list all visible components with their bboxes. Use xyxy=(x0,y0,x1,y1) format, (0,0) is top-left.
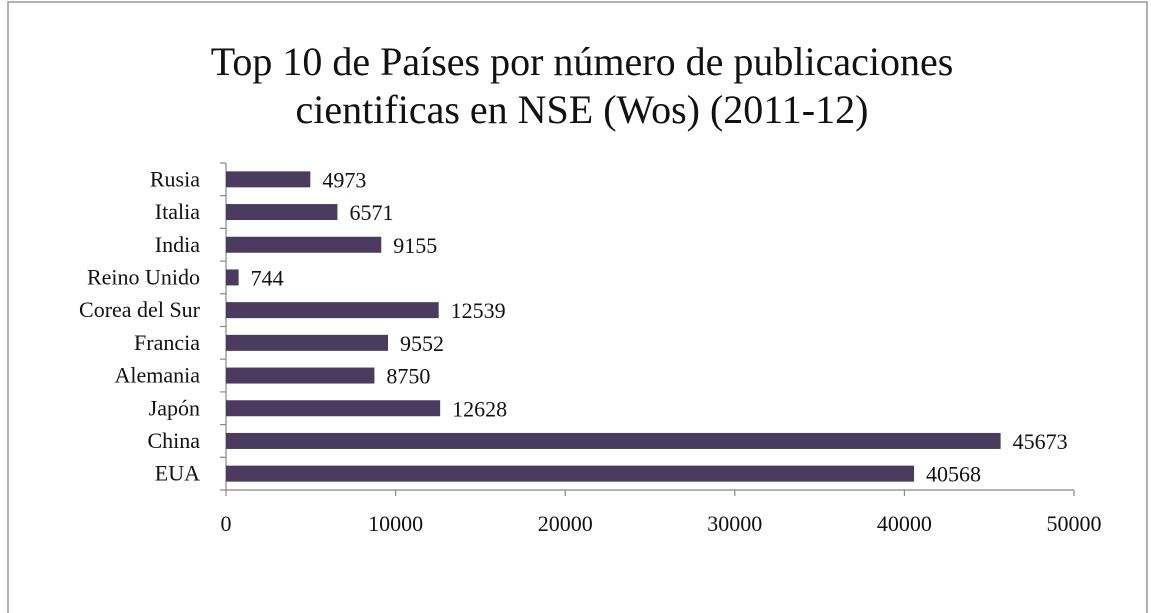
y-tick-label: Alemania xyxy=(114,363,200,388)
x-tick-label: 10000 xyxy=(368,511,423,536)
bar xyxy=(226,204,338,221)
bar xyxy=(226,171,311,188)
x-tick-label: 50000 xyxy=(1047,511,1102,536)
bar xyxy=(226,302,439,319)
data-label: 4973 xyxy=(322,167,366,192)
y-tick-label: Francia xyxy=(134,330,200,355)
bar xyxy=(226,236,382,253)
data-label: 45673 xyxy=(1013,429,1068,454)
data-label: 9552 xyxy=(400,331,444,356)
chart-title: Top 10 de Países por número de publicaci… xyxy=(210,39,954,132)
bar xyxy=(226,400,441,417)
y-tick-label: Japón xyxy=(149,395,200,420)
y-tick-label: Italia xyxy=(155,199,200,224)
data-label: 12539 xyxy=(451,298,506,323)
y-tick-label: China xyxy=(147,428,200,453)
y-tick-label: India xyxy=(155,232,200,257)
x-tick-label: 30000 xyxy=(707,511,762,536)
bar xyxy=(226,465,915,482)
y-tick-label: Corea del Sur xyxy=(79,297,201,322)
data-label: 40568 xyxy=(926,462,981,487)
data-label: 8750 xyxy=(386,364,430,389)
bar xyxy=(226,432,1001,449)
bar xyxy=(226,269,239,286)
chart-frame xyxy=(7,1,1148,613)
y-tick-label: EUA xyxy=(155,461,200,486)
data-label: 12628 xyxy=(452,396,507,421)
x-tick-label: 40000 xyxy=(877,511,932,536)
data-label: 744 xyxy=(251,265,284,290)
y-tick-label: Reino Unido xyxy=(87,264,200,289)
bar xyxy=(226,334,389,351)
data-label: 6571 xyxy=(349,200,393,225)
x-tick-label: 20000 xyxy=(538,511,593,536)
y-tick-label: Rusia xyxy=(150,166,200,191)
bar xyxy=(226,367,375,384)
data-label: 9155 xyxy=(393,233,437,258)
x-tick-label: 0 xyxy=(221,511,232,536)
